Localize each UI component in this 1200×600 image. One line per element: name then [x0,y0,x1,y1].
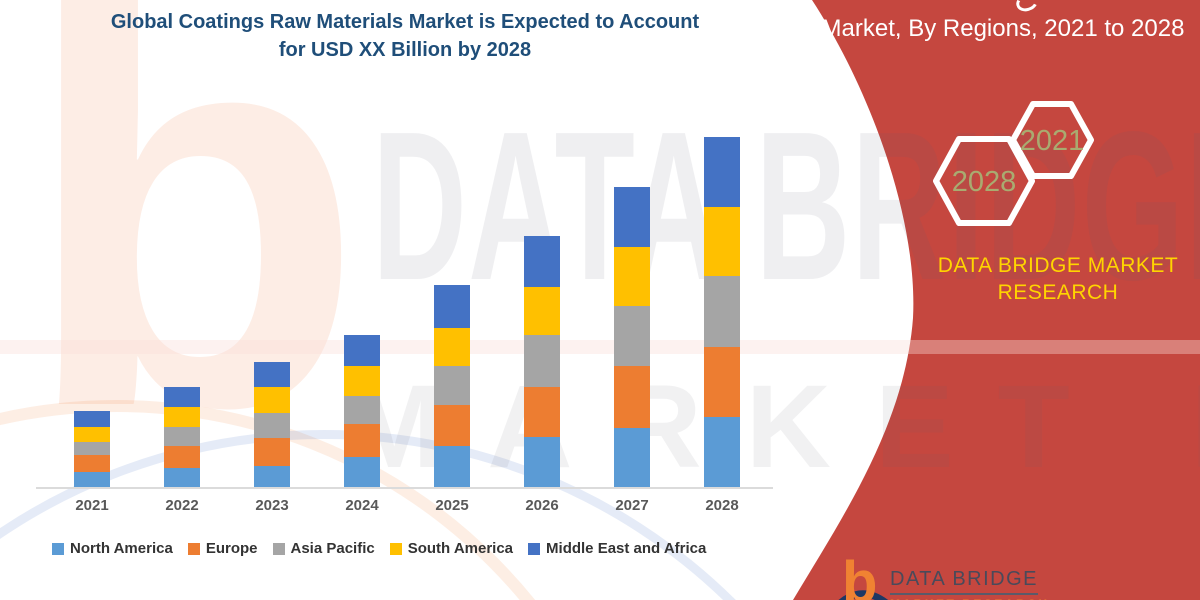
bar-2023-europe [254,438,290,466]
bar-2023-south-america [254,387,290,413]
bar-2024-north-america [344,457,380,487]
bar-2027-asia-pacific [614,306,650,366]
bar-2022-south-america [164,407,200,427]
legend-label: Middle East and Africa [546,540,707,557]
bar-2022-north-america [164,468,200,487]
x-axis-label: 2021 [75,497,109,514]
bar-2026-north-america [524,437,560,487]
bar-2027-south-america [614,247,650,306]
legend-swatch-icon [52,542,64,555]
bar-2028-europe [704,347,740,417]
bar-2024-europe [344,424,380,457]
footer-logo-b-icon: b [842,550,878,600]
bar-2025-south-america [434,328,470,366]
x-axis-label: 2026 [525,497,559,514]
legend-label: North America [70,540,173,557]
footer-logo-name: DATA BRIDGE [890,568,1039,590]
bar-2023-middle-east-and-africa [254,362,290,387]
legend-label: Europe [205,540,258,557]
legend-label: South America [407,540,514,557]
bar-2021-europe [74,455,110,472]
chart-legend: North America Europe Asia Pacific South Ame… [52,540,706,557]
bar-2026-asia-pacific [524,335,560,387]
banner-heading: Market, By Regions, 2021 to 2028 [821,15,1185,42]
bar-2028-south-america [704,207,740,276]
bar-2028-middle-east-and-africa [704,137,740,207]
footer-logo: b DATA BRIDGE MARKET RESEARCH [828,550,1088,600]
x-axis-line [36,487,773,489]
chart-title-line1: Global Coatings Raw Materials Market is … [110,11,700,33]
bar-2027-middle-east-and-africa [614,187,650,247]
bar-2028-north-america [704,417,740,487]
brand-text: DATA BRIDGE MARKET RESEARCH [928,252,1188,306]
bar-2023-asia-pacific [254,413,290,438]
watermark-text-line2: MARKET RESEARCH [345,368,1200,486]
x-axis-label: 2027 [615,497,649,514]
x-axis-label: 2025 [435,497,469,514]
bar-2025-north-america [434,446,470,487]
x-axis-label: 2024 [345,497,379,514]
bar-2027-north-america [614,428,650,487]
legend-swatch-icon [272,542,285,555]
bar-2023-north-america [254,466,290,487]
legend-item: Asia Pacific [272,540,375,557]
stacked-bar-plot-area: 2021 2022 2023 2024 2025 2026 2027 2028 [74,137,740,514]
watermark-text-line1: DATA BRIDGE [372,87,1200,324]
chart-title-line2: for USD XX Billion by 2028 [278,39,532,61]
brand-text-line2: RESEARCH [997,281,1119,304]
legend-swatch-icon [389,542,402,555]
bar-2021-south-america [74,427,110,442]
x-axis-label: 2022 [165,497,199,514]
bar-2024-middle-east-and-africa [344,335,380,366]
bar-2025-europe [434,405,470,446]
footer-logo-subtitle: MARKET RESEARCH [890,597,1050,600]
x-axis-label: 2023 [255,497,289,514]
legend-item: North America [52,540,173,557]
bar-2022-europe [164,446,200,468]
legend-swatch-icon [528,542,541,555]
legend-item: Europe [187,540,258,557]
chart-title: Global Coatings Raw Materials Market is … [55,8,755,64]
bar-2021-north-america [74,472,110,487]
bar-2027-europe [614,366,650,428]
legend-swatch-icon [187,542,200,555]
footer-logo-swoosh-icon [838,590,888,600]
bar-2025-middle-east-and-africa [434,285,470,328]
bar-2021-middle-east-and-africa [74,411,110,427]
hexagon-2028-label: 2028 [952,166,1017,198]
bar-2021-asia-pacific [74,442,110,455]
bar-2025-asia-pacific [434,366,470,405]
background-stripe [0,340,1200,354]
bar-2026-europe [524,387,560,437]
bar-2026-south-america [524,287,560,335]
legend-item: South America [389,540,514,557]
footer-logo-rule [890,593,1038,595]
bar-2024-south-america [344,366,380,396]
hexagon-2021: 2021 [1010,101,1094,179]
hexagon-2021-label: 2021 [1020,125,1085,157]
legend-label: Asia Pacific [290,540,375,557]
bar-2026-middle-east-and-africa [524,236,560,287]
bar-2022-middle-east-and-africa [164,387,200,407]
brand-text-line1: DATA BRIDGE MARKET [937,254,1179,277]
legend-item: Middle East and Africa [528,540,706,557]
bar-2022-asia-pacific [164,427,200,446]
hexagon-2028: 2028 [933,136,1035,226]
bar-2028-asia-pacific [704,276,740,347]
bar-2024-asia-pacific [344,396,380,424]
x-axis-label: 2028 [705,497,739,514]
